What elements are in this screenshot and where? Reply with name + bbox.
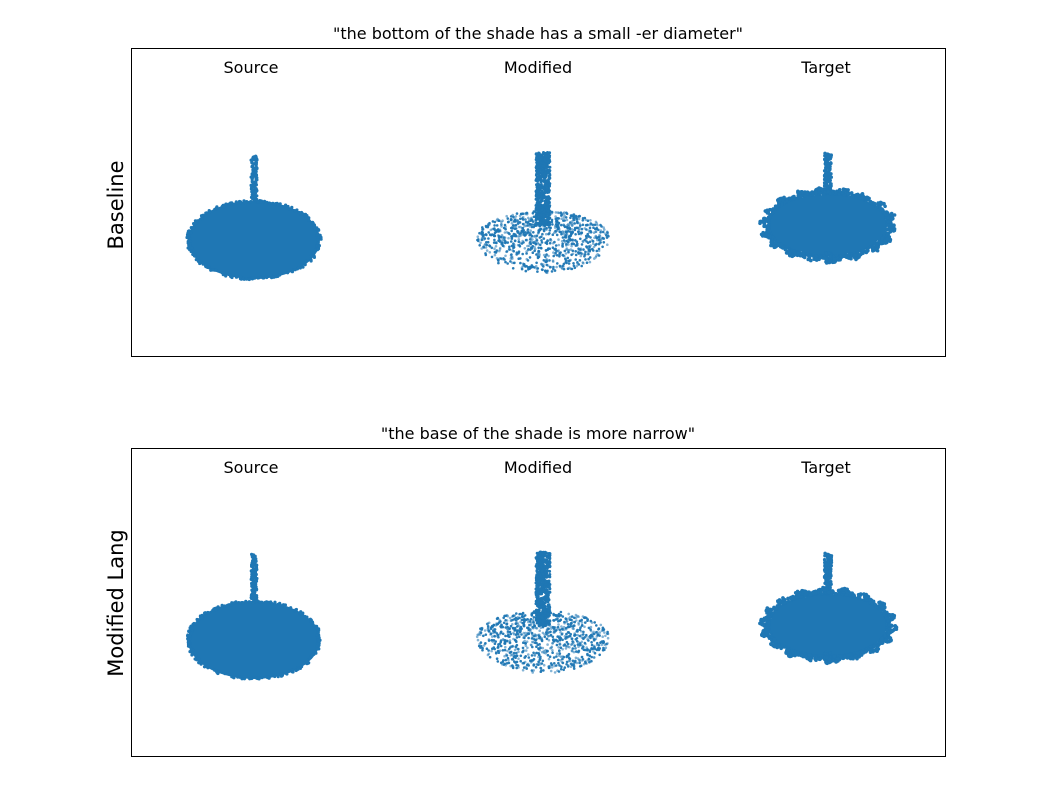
column-label-source-1: Source [223, 58, 279, 77]
column-label-target-1: Target [801, 58, 851, 77]
row-label-2: Modified Lang [104, 529, 128, 677]
row-label-1: Baseline [104, 160, 128, 250]
column-label-modified-2: Modified [503, 458, 573, 477]
point-cloud-target-1 [758, 151, 897, 265]
column-label-modified-1: Modified [503, 58, 573, 77]
panel-title-1: "the bottom of the shade has a small -er… [332, 24, 744, 43]
y-axis-line-1 [131, 82, 132, 322]
y-axis-line-2 [131, 482, 132, 722]
column-label-target-2: Target [801, 458, 851, 477]
column-label-source-2: Source [223, 458, 279, 477]
point-cloud-source-2 [186, 552, 322, 681]
point-cloud-target-2 [758, 551, 899, 666]
panel-title-2: "the base of the shade is more narrow" [380, 424, 696, 443]
point-cloud-source-1 [185, 154, 323, 282]
point-cloud-modified-2 [475, 550, 610, 674]
point-cloud-modified-1 [476, 151, 610, 275]
